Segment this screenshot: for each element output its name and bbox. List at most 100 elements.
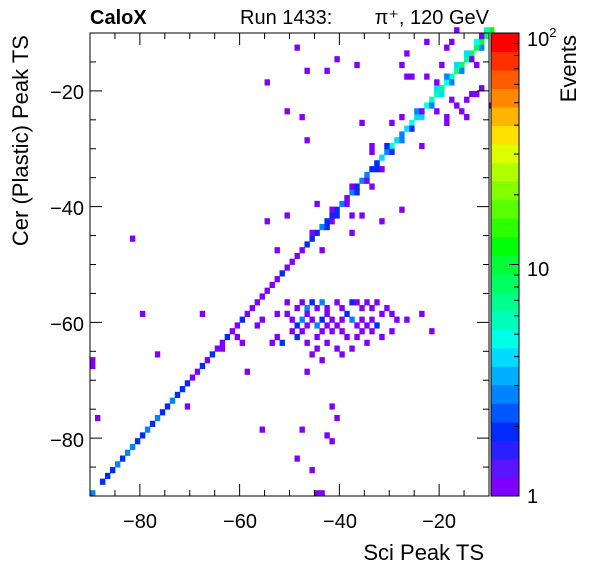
heatmap-cell-72 (454, 67, 460, 74)
heatmap-cell-159 (359, 328, 365, 335)
heatmap-cell-16 (174, 391, 181, 399)
heatmap-cell-19 (189, 374, 196, 381)
heatmap-cell-14 (164, 403, 171, 410)
x-tick-label-2: −40 (323, 511, 357, 533)
heatmap-cell-21 (199, 362, 206, 370)
heatmap-cell-53 (359, 177, 365, 184)
z-tick-label-100: 102 (527, 25, 556, 51)
heatmap-cell-143 (374, 322, 380, 329)
heatmap-cell-237 (404, 73, 410, 80)
heatmap-cell-58 (384, 148, 390, 155)
heatmap-cell-78 (484, 33, 490, 40)
heatmap-cell-29 (239, 316, 246, 323)
z-axis-label: Events (556, 35, 581, 102)
heatmap-cell-57 (379, 154, 385, 161)
heatmap-cell-235 (404, 50, 410, 57)
heatmap-cell-96 (479, 44, 485, 51)
heatmap-cell-141 (364, 322, 370, 329)
heatmap-cell-169 (324, 339, 330, 346)
heatmap-cell-116 (339, 305, 345, 312)
heatmap-cell-147 (419, 310, 425, 317)
heatmap-cell-248 (474, 90, 480, 98)
heatmap-cell-184 (154, 351, 161, 358)
heatmap-cell-103 (454, 61, 460, 69)
heatmap-cell-37 (279, 270, 285, 277)
heatmap-cell-162 (389, 328, 395, 335)
heatmap-cell-213 (399, 114, 405, 121)
heatmap-cell-69 (439, 85, 445, 92)
palette-band-1 (491, 458, 519, 478)
heatmap-cell-133 (324, 310, 330, 317)
heatmap-cell-231 (299, 114, 305, 121)
heatmap-cell-222 (379, 218, 385, 225)
heatmap-cell-91 (429, 102, 435, 109)
heatmap-cell-234 (334, 56, 340, 63)
heatmap-cell-33 (259, 293, 265, 300)
heatmap-cell-66 (424, 102, 430, 109)
heatmap-cell-195 (324, 432, 330, 439)
heatmap-cell-30 (244, 310, 250, 317)
palette-band-20 (491, 107, 519, 127)
heatmap-cell-49 (339, 200, 345, 208)
y-axis-label: Cer (Plastic) Peak TS (8, 35, 33, 246)
heatmap-cell-179 (234, 333, 241, 341)
beam-info: π⁺, 120 GeV (375, 7, 490, 29)
heatmap-cell-107 (284, 299, 290, 306)
heatmap-cell-191 (334, 414, 340, 422)
heatmap-cell-196 (329, 438, 335, 445)
palette-band-0 (491, 477, 519, 497)
heatmap-cell-28 (234, 322, 241, 329)
heatmap-cell-165 (274, 333, 280, 341)
heatmap-cell-114 (324, 305, 330, 312)
heatmap-cells (90, 27, 495, 497)
palette-band-18 (491, 144, 519, 164)
heatmap-cell-246 (474, 61, 480, 69)
heatmap-cell-46 (324, 218, 330, 225)
heatmap-cell-182 (199, 310, 206, 317)
heatmap-cell-59 (389, 142, 395, 150)
palette-band-14 (491, 218, 519, 238)
heatmap-cell-218 (344, 195, 350, 202)
heatmap-cell-189 (329, 403, 335, 410)
heatmap-cell-43 (309, 235, 315, 242)
heatmap-cell-99 (384, 142, 390, 150)
palette-band-16 (491, 181, 519, 201)
heatmap-cell-243 (424, 38, 430, 45)
heatmap-cell-152 (314, 333, 320, 341)
heatmap-cell-106 (484, 27, 490, 34)
heatmap-cell-27 (229, 328, 236, 335)
heatmap-cell-102 (444, 73, 450, 80)
heatmap-cell-125 (284, 310, 290, 317)
heatmap-cell-2 (104, 472, 111, 480)
heatmap-cell-31 (249, 305, 255, 312)
heatmap-cell-245 (469, 56, 475, 63)
heatmap-cell-15 (169, 397, 176, 404)
heatmap-cell-180 (239, 339, 246, 346)
heatmap-cell-119 (359, 305, 365, 312)
heatmap-cell-187 (304, 368, 310, 375)
heatmap-cell-130 (309, 316, 315, 323)
heatmap-cell-156 (339, 328, 345, 335)
heatmap-cell-13 (159, 409, 166, 416)
heatmap-cell-163 (429, 328, 435, 335)
heatmap-cell-216 (389, 119, 395, 126)
x-axis-label: Sci Peak TS (363, 540, 484, 565)
palette-band-8 (491, 329, 519, 349)
heatmap-cell-244 (454, 27, 460, 34)
heatmap-cell-113 (319, 299, 325, 306)
heatmap-cell-112 (314, 305, 320, 312)
palette-band-10 (491, 292, 519, 312)
heatmap-cell-221 (349, 212, 355, 219)
palette-band-5 (491, 384, 519, 404)
palette-band-17 (491, 162, 519, 182)
heatmap-cell-142 (369, 316, 375, 323)
axis-ticks (89, 32, 490, 497)
heatmap-cell-39 (289, 258, 295, 265)
heatmap-cell-134 (329, 316, 335, 323)
heatmap-cell-123 (384, 305, 390, 312)
x-tick-label-1: −60 (223, 511, 257, 533)
heatmap-cell-122 (374, 299, 380, 306)
heatmap-cell-174 (319, 357, 325, 364)
heatmap-cell-192 (94, 414, 101, 422)
heatmap-cell-82 (334, 212, 340, 219)
